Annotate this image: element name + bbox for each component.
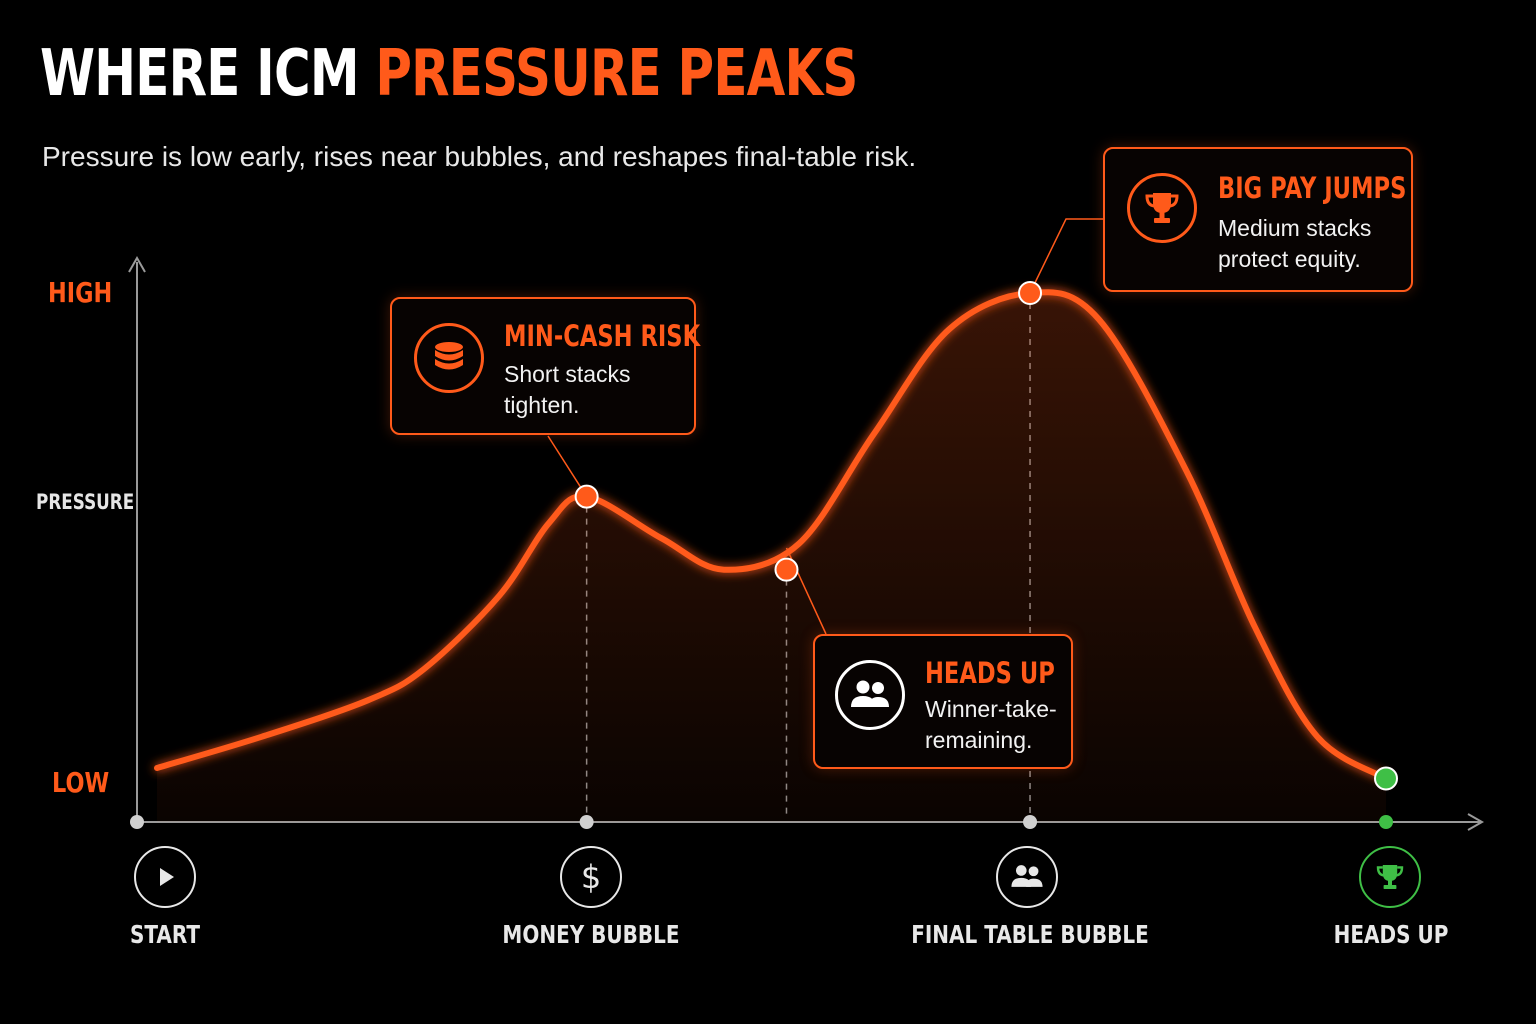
curve-marker [1018, 281, 1043, 305]
x-axis-arrow [1467, 813, 1485, 831]
callout-body-line: protect equity. [1218, 246, 1361, 272]
curve-markers [574, 281, 1398, 791]
stage-label-final-table-bubble: FINAL TABLE BUBBLE [911, 920, 1149, 949]
callout-body-line: Winner-take- [925, 696, 1057, 722]
callout-body: Winner-take- remaining. [925, 694, 1057, 756]
users-icon [835, 660, 905, 730]
stage-label-money-bubble: MONEY BUBBLE [502, 920, 680, 949]
title-part-1: WHERE ICM [40, 37, 376, 111]
y-axis-arrow [128, 255, 146, 273]
x-axis-tick [1379, 815, 1393, 829]
x-axis-ticks [130, 815, 1393, 829]
users-icon [996, 846, 1058, 908]
callout-leader [1029, 218, 1103, 294]
page-title: WHERE ICM PRESSURE PEAKS [40, 42, 858, 106]
title-part-2: PRESSURE PEAKS [375, 37, 858, 111]
trophy-icon [1359, 846, 1421, 908]
callout-heads-up: HEADS UP Winner-take- remaining. [813, 634, 1073, 769]
subtitle: Pressure is low early, rises near bubble… [42, 141, 917, 172]
callout-body-line: remaining. [925, 727, 1033, 753]
callout-title: MIN-CASH RISK [504, 319, 701, 353]
callout-min-cash-risk: MIN-CASH RISK Short stacks tighten. [390, 297, 700, 435]
y-tick-label-high: HIGH [48, 276, 113, 309]
callout-body-line: tighten. [504, 392, 580, 418]
callout-body: Medium stacks protect equity. [1218, 213, 1371, 275]
callout-title: HEADS UP [925, 656, 1055, 690]
callout-title: BIG PAY JUMPS [1218, 171, 1407, 205]
curve-marker [774, 557, 799, 582]
callout-body-line: Medium stacks [1218, 215, 1372, 241]
pressure-area [156, 292, 1386, 822]
callout-body-line: Short stacks [504, 361, 631, 387]
y-tick-label-low: LOW [52, 766, 110, 799]
pressure-curve [154, 289, 1389, 782]
callout-big-pay-jumps: BIG PAY JUMPS Medium stacks protect equi… [1103, 147, 1413, 292]
coin-stack-icon [414, 323, 484, 393]
play-icon [134, 846, 196, 908]
y-axis-label: PRESSURE [36, 490, 135, 514]
callout-body: Short stacks tighten. [504, 359, 631, 421]
stage-label-start: START [129, 920, 201, 949]
x-axis-tick [579, 815, 594, 829]
curve-marker [1374, 766, 1398, 791]
stage-label-heads-up: HEADS UP [1333, 920, 1449, 949]
x-axis-tick [130, 815, 144, 829]
trophy-icon [1127, 173, 1197, 243]
curve-marker [574, 484, 599, 509]
x-axis-tick [1023, 815, 1038, 829]
dollar-icon: $ [560, 846, 622, 908]
